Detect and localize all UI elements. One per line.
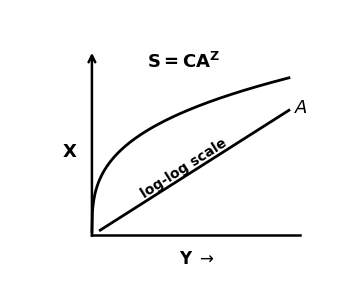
Text: X: X	[63, 143, 77, 161]
Text: $\mathit{A}$: $\mathit{A}$	[294, 99, 309, 117]
Text: $\mathbf{S = CA^Z}$: $\mathbf{S = CA^Z}$	[147, 52, 220, 73]
Text: $\mathbf{Y}$ $\rightarrow$: $\mathbf{Y}$ $\rightarrow$	[179, 250, 215, 268]
Text: log-log scale: log-log scale	[138, 136, 229, 201]
